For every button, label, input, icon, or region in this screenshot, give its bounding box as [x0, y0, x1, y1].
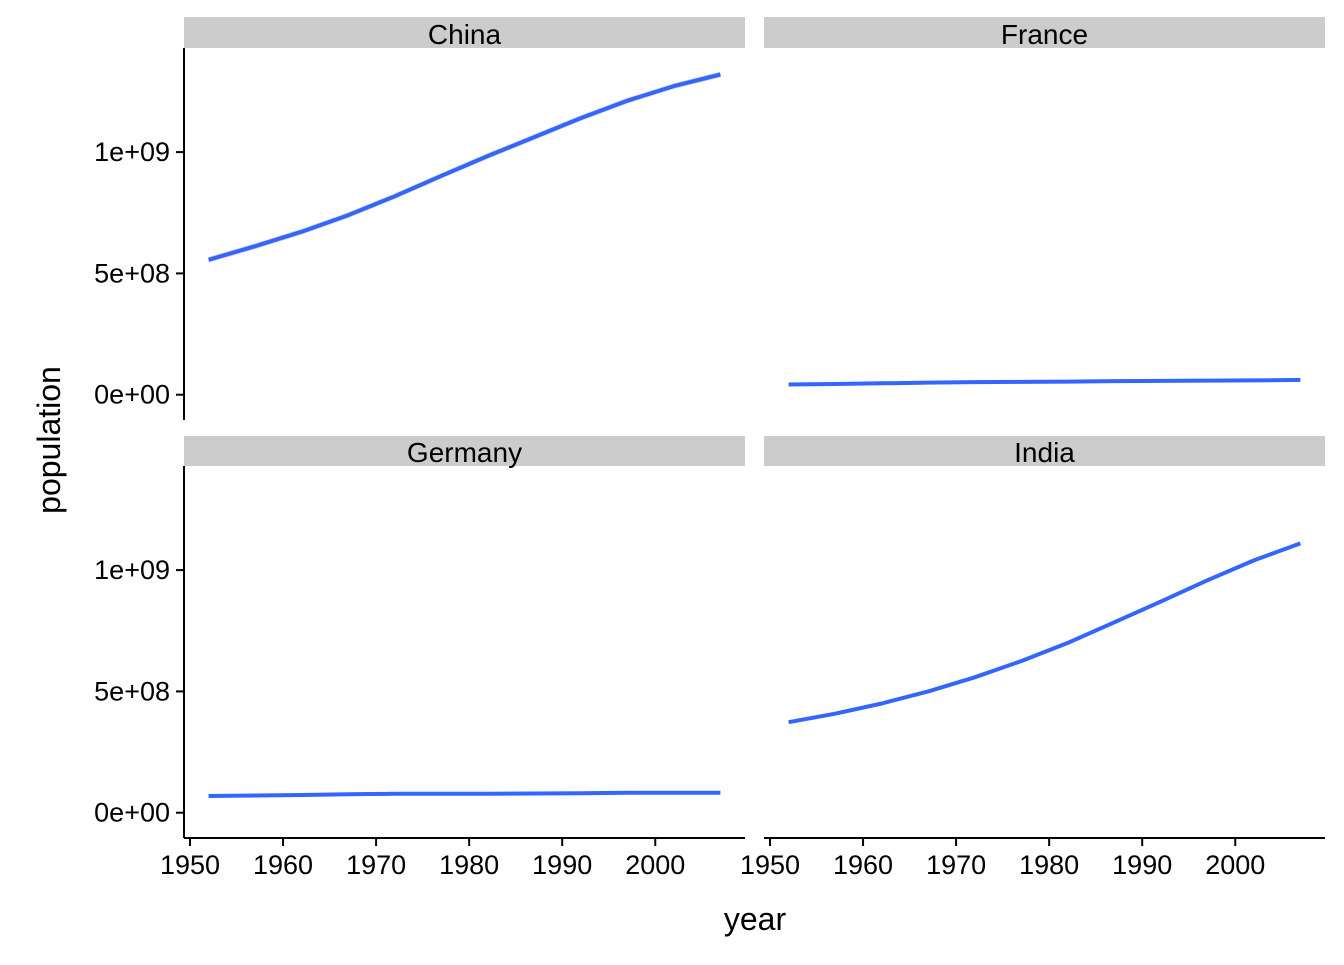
y-tick-label: 0e+00	[94, 798, 170, 828]
x-tick-label: 1950	[740, 850, 800, 880]
panels-layer: China 0e+00 5e+08 1e+09 France Germany 0e+00 5e…	[94, 17, 1325, 880]
x-tick-label: 2000	[625, 850, 685, 880]
x-tick-label: 1990	[532, 850, 592, 880]
series-line-india	[788, 541, 1302, 725]
panel-strip	[764, 436, 1325, 466]
panel-strip-label: India	[1014, 437, 1075, 468]
y-tick-label: 5e+08	[94, 258, 170, 288]
panel-strip-label: France	[1001, 19, 1088, 50]
panel-strip	[764, 17, 1325, 48]
x-axis-title: year	[724, 901, 787, 937]
y-tick-label: 5e+08	[94, 676, 170, 706]
y-tick-label: 1e+09	[94, 555, 170, 585]
y-tick-label: 1e+09	[94, 137, 170, 167]
series-line-germany	[208, 790, 721, 798]
x-tick-label: 1980	[439, 850, 499, 880]
x-tick-label: 1980	[1019, 850, 1079, 880]
x-tick-label: 1970	[346, 850, 406, 880]
panel-strip	[184, 17, 745, 48]
x-tick-label: 1970	[926, 850, 986, 880]
x-tick-label: 1960	[253, 850, 313, 880]
x-tick-label: 1950	[160, 850, 220, 880]
panel-india: India 1950 1960 1970 1980 1990 2000	[740, 436, 1325, 880]
y-axis-title: population	[31, 366, 67, 514]
series-line-france	[788, 377, 1301, 387]
panel-germany: Germany 0e+00 5e+08 1e+09 1950 1960 1970 1980 19…	[94, 436, 745, 880]
series-line-china	[208, 72, 721, 262]
panel-strip-label: China	[428, 19, 502, 50]
y-tick-label: 0e+00	[94, 380, 170, 410]
panel-france: France	[764, 17, 1325, 387]
x-tick-label: 2000	[1205, 850, 1265, 880]
panel-china: China 0e+00 5e+08 1e+09	[94, 17, 745, 420]
panel-strip	[184, 436, 745, 466]
x-tick-label: 1960	[833, 850, 893, 880]
x-tick-label: 1990	[1112, 850, 1172, 880]
panel-strip-label: Germany	[407, 437, 522, 468]
